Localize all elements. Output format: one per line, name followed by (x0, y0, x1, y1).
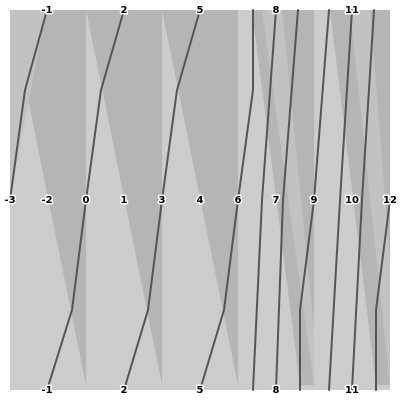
bottom-label: 2 (121, 385, 128, 396)
bottom-label: 8 (273, 385, 280, 396)
top-labels: -1 2 5 8 11 (40, 4, 361, 18)
strand-line (123, 9, 201, 391)
strand-line (275, 9, 299, 391)
top-label: 11 (345, 5, 359, 16)
middle-label: 0 (83, 195, 90, 206)
band-mid-region (262, 10, 314, 385)
top-label: 8 (273, 5, 280, 16)
bottom-labels: -1 2 5 8 11 (40, 384, 361, 398)
middle-labels: -3 -2 0 1 3 4 6 7 9 10 12 (3, 194, 399, 208)
middle-label: 4 (197, 195, 204, 206)
strand-line (328, 9, 353, 391)
middle-label: -3 (4, 195, 15, 206)
top-label: 5 (197, 5, 204, 16)
strands (9, 9, 391, 391)
band-mid-region (350, 10, 390, 385)
strand-line (351, 9, 375, 391)
band-dark-region (10, 10, 46, 200)
middle-label: 9 (311, 195, 318, 206)
middle-label: 7 (273, 195, 280, 206)
strand-line (299, 9, 330, 391)
middle-label: 10 (345, 195, 359, 206)
middle-label: 3 (159, 195, 166, 206)
background-bands (10, 10, 390, 390)
band-dark-region (162, 10, 238, 385)
strand-line (9, 9, 48, 201)
bottom-label: -1 (41, 385, 52, 396)
band-light-region (86, 10, 162, 385)
band-light-region (314, 10, 376, 385)
middle-label: 1 (121, 195, 128, 206)
strand-line (199, 9, 254, 391)
strand-line (252, 9, 277, 391)
strand-line (46, 9, 125, 391)
strand-line (375, 199, 391, 391)
middle-label: 12 (383, 195, 397, 206)
top-label: 2 (121, 5, 128, 16)
top-label: -1 (41, 5, 52, 16)
bottom-label: 11 (345, 385, 359, 396)
band-light-region (238, 10, 300, 385)
band-dark-region (10, 10, 86, 385)
middle-label: 6 (235, 195, 242, 206)
middle-label: -2 (41, 195, 52, 206)
bottom-label: 5 (197, 385, 204, 396)
